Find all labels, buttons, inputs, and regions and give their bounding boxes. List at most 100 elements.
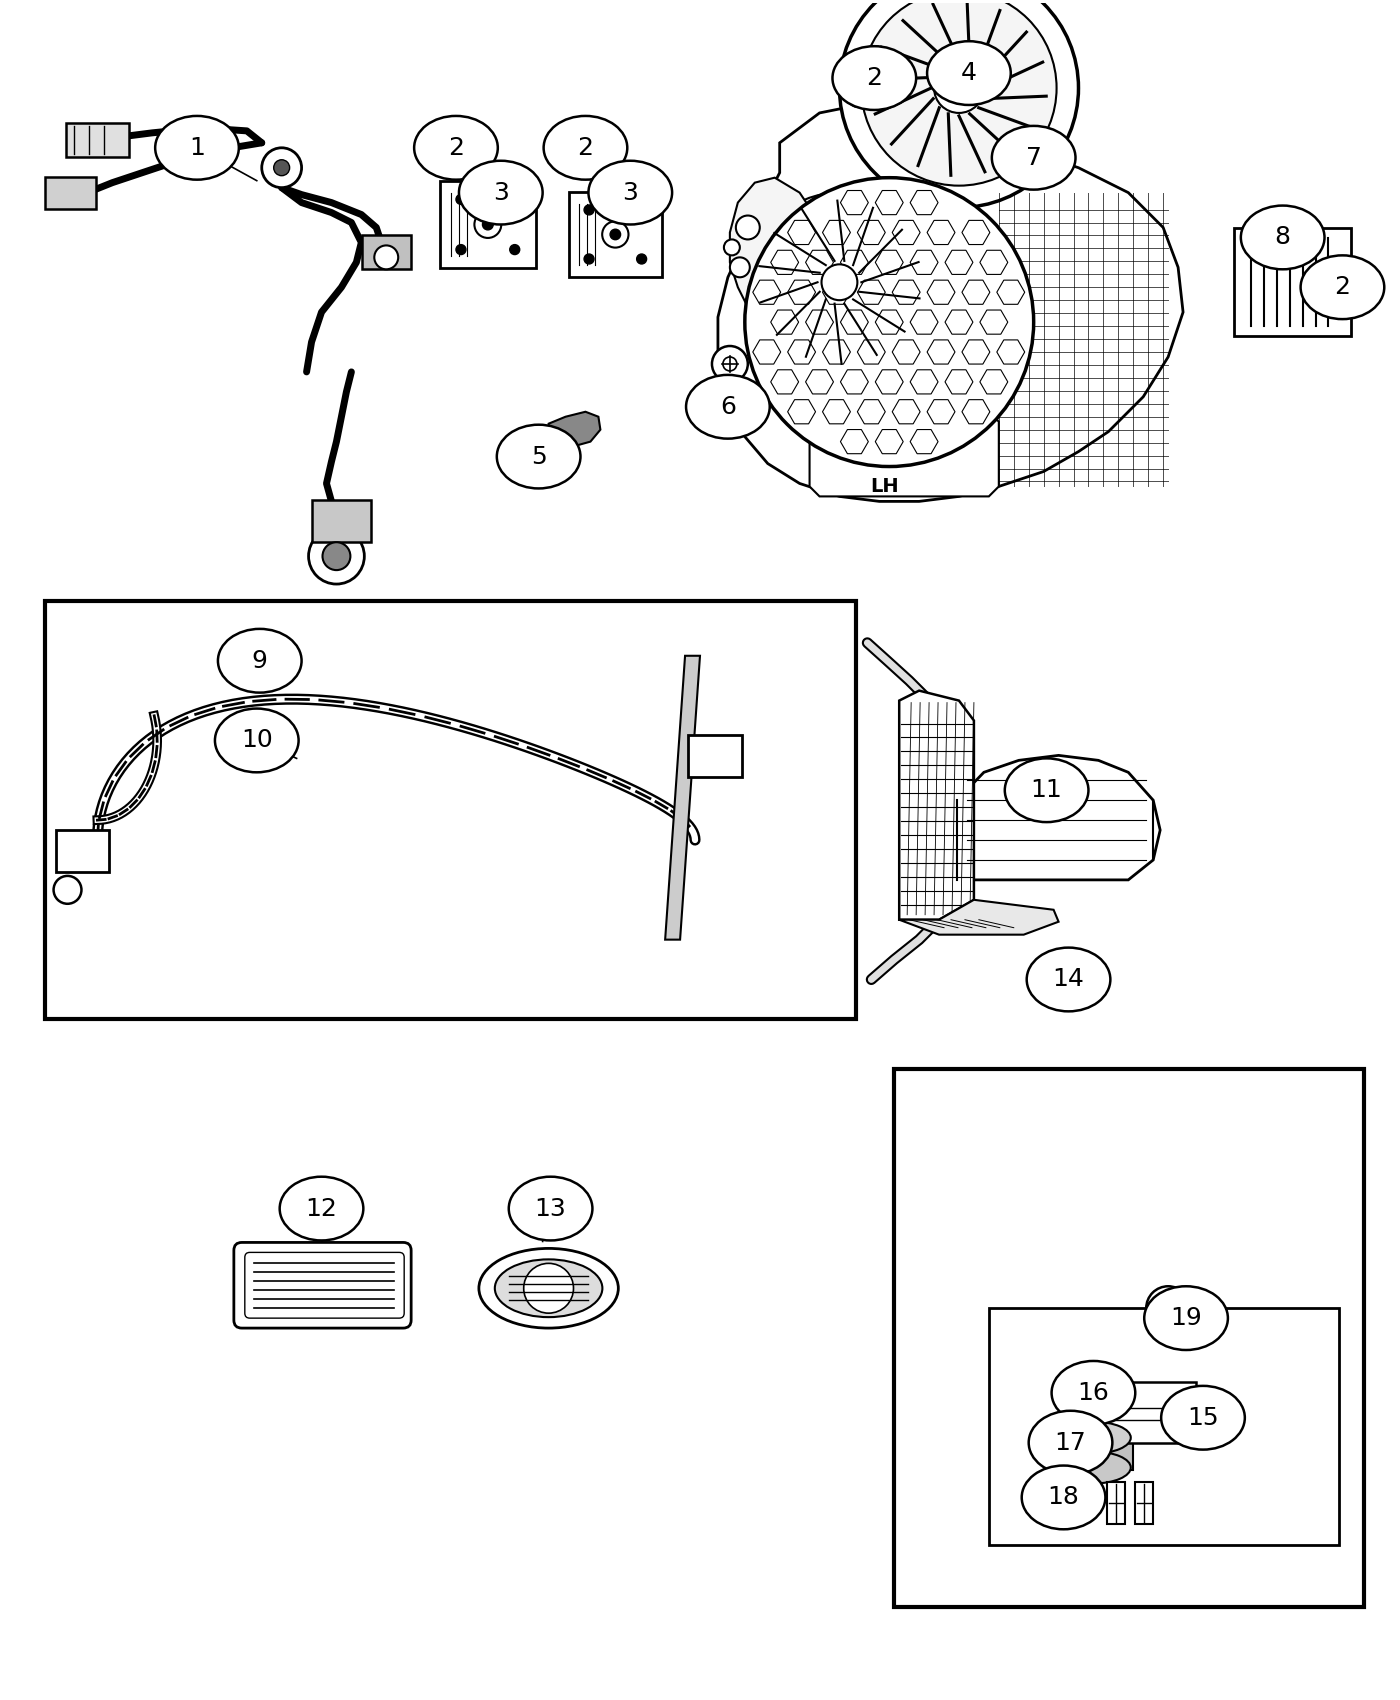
Bar <box>988 1309 1340 1545</box>
Ellipse shape <box>218 629 301 692</box>
Text: 10: 10 <box>241 728 273 753</box>
Circle shape <box>262 148 301 187</box>
Circle shape <box>840 0 1078 207</box>
FancyBboxPatch shape <box>1095 1382 1196 1443</box>
Text: 2: 2 <box>867 66 882 90</box>
Circle shape <box>722 357 736 371</box>
Text: 13: 13 <box>535 1197 567 1221</box>
Text: 12: 12 <box>305 1197 337 1221</box>
Polygon shape <box>549 411 601 447</box>
Polygon shape <box>899 690 974 920</box>
Circle shape <box>584 253 594 264</box>
Ellipse shape <box>155 116 239 180</box>
FancyBboxPatch shape <box>568 192 662 277</box>
Text: 17: 17 <box>1054 1431 1086 1455</box>
Text: 5: 5 <box>531 445 546 469</box>
Text: 7: 7 <box>1026 146 1042 170</box>
Circle shape <box>750 192 930 372</box>
Text: 6: 6 <box>720 394 736 418</box>
FancyBboxPatch shape <box>440 182 536 269</box>
Ellipse shape <box>494 1260 602 1318</box>
FancyBboxPatch shape <box>1135 1482 1154 1525</box>
Circle shape <box>729 257 750 277</box>
Bar <box>45 602 857 1020</box>
Text: 9: 9 <box>252 649 267 673</box>
Circle shape <box>524 1263 574 1312</box>
Text: 15: 15 <box>1187 1406 1219 1430</box>
Circle shape <box>724 240 739 255</box>
Text: 14: 14 <box>1053 967 1085 991</box>
Circle shape <box>822 264 857 301</box>
Ellipse shape <box>927 41 1011 105</box>
Circle shape <box>456 194 466 204</box>
Circle shape <box>1186 1408 1203 1423</box>
Polygon shape <box>944 755 1161 881</box>
FancyBboxPatch shape <box>234 1243 412 1328</box>
FancyBboxPatch shape <box>1233 228 1351 337</box>
Circle shape <box>273 160 290 175</box>
Ellipse shape <box>1240 206 1324 269</box>
Circle shape <box>846 80 874 107</box>
Ellipse shape <box>1051 1362 1135 1425</box>
Ellipse shape <box>459 162 543 224</box>
FancyBboxPatch shape <box>1107 1482 1126 1525</box>
Circle shape <box>861 0 1057 185</box>
Circle shape <box>483 219 493 230</box>
Text: 3: 3 <box>493 180 508 204</box>
Circle shape <box>510 194 519 204</box>
Polygon shape <box>899 899 1058 935</box>
Circle shape <box>854 88 864 99</box>
Text: 8: 8 <box>1274 226 1291 250</box>
Text: 19: 19 <box>1170 1306 1203 1329</box>
Circle shape <box>1158 1299 1177 1318</box>
Polygon shape <box>665 656 700 940</box>
Text: 1: 1 <box>189 136 204 160</box>
Bar <box>895 1069 1365 1606</box>
Circle shape <box>510 245 519 255</box>
FancyBboxPatch shape <box>56 830 109 872</box>
Text: LH: LH <box>869 478 899 496</box>
Text: 4: 4 <box>960 61 977 85</box>
Circle shape <box>934 63 984 112</box>
Circle shape <box>584 206 594 214</box>
Ellipse shape <box>1161 1386 1245 1450</box>
Ellipse shape <box>508 1176 592 1241</box>
Ellipse shape <box>588 162 672 224</box>
Ellipse shape <box>1056 1452 1131 1484</box>
Circle shape <box>713 347 748 382</box>
Circle shape <box>602 221 629 248</box>
FancyBboxPatch shape <box>361 235 410 269</box>
Circle shape <box>736 216 760 240</box>
Ellipse shape <box>991 126 1075 190</box>
Text: 2: 2 <box>448 136 463 160</box>
Ellipse shape <box>414 116 498 180</box>
Ellipse shape <box>833 46 916 110</box>
Circle shape <box>374 245 398 269</box>
FancyBboxPatch shape <box>687 736 742 777</box>
Ellipse shape <box>1005 758 1088 823</box>
Text: 11: 11 <box>1030 779 1063 802</box>
Circle shape <box>1147 1287 1190 1329</box>
FancyBboxPatch shape <box>45 177 97 209</box>
Ellipse shape <box>1029 1411 1113 1474</box>
Polygon shape <box>809 411 998 496</box>
FancyBboxPatch shape <box>312 500 371 542</box>
Circle shape <box>475 211 501 238</box>
Ellipse shape <box>1144 1287 1228 1350</box>
Ellipse shape <box>216 709 298 772</box>
Ellipse shape <box>543 116 627 180</box>
Circle shape <box>745 178 1033 466</box>
Circle shape <box>610 230 620 240</box>
Ellipse shape <box>1022 1465 1106 1530</box>
Circle shape <box>949 78 969 99</box>
Ellipse shape <box>686 376 770 439</box>
Ellipse shape <box>497 425 581 488</box>
Text: 16: 16 <box>1078 1380 1109 1404</box>
FancyBboxPatch shape <box>66 122 129 156</box>
Circle shape <box>308 529 364 585</box>
Polygon shape <box>729 178 819 321</box>
Text: 18: 18 <box>1047 1486 1079 1510</box>
Circle shape <box>637 206 647 214</box>
Circle shape <box>53 876 81 904</box>
Text: 3: 3 <box>623 180 638 204</box>
